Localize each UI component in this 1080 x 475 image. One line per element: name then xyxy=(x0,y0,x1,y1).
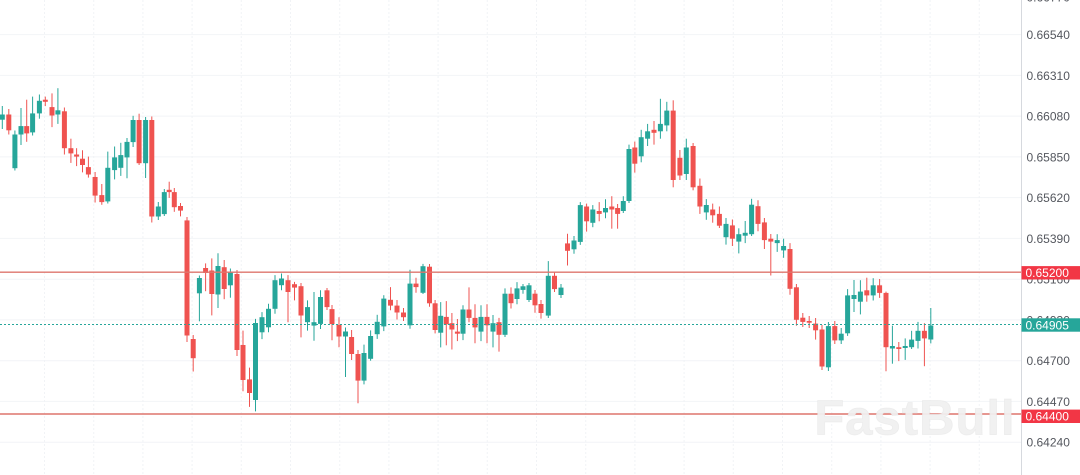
svg-text:0.65390: 0.65390 xyxy=(1027,232,1071,246)
svg-text:0.64700: 0.64700 xyxy=(1027,354,1071,368)
svg-text:0.64470: 0.64470 xyxy=(1027,395,1071,409)
svg-text:0.66540: 0.66540 xyxy=(1027,28,1071,42)
svg-text:0.65620: 0.65620 xyxy=(1027,191,1071,205)
svg-text:0.66310: 0.66310 xyxy=(1027,69,1071,83)
svg-text:0.64400: 0.64400 xyxy=(1026,410,1070,424)
svg-text:0.66080: 0.66080 xyxy=(1027,110,1071,124)
svg-text:0.65850: 0.65850 xyxy=(1027,150,1071,164)
svg-text:0.65200: 0.65200 xyxy=(1026,266,1070,280)
svg-text:0.64905: 0.64905 xyxy=(1026,318,1070,332)
svg-text:0.66770: 0.66770 xyxy=(1027,0,1071,5)
svg-text:0.64240: 0.64240 xyxy=(1027,436,1071,450)
svg-text:FastBull: FastBull xyxy=(814,392,1015,446)
